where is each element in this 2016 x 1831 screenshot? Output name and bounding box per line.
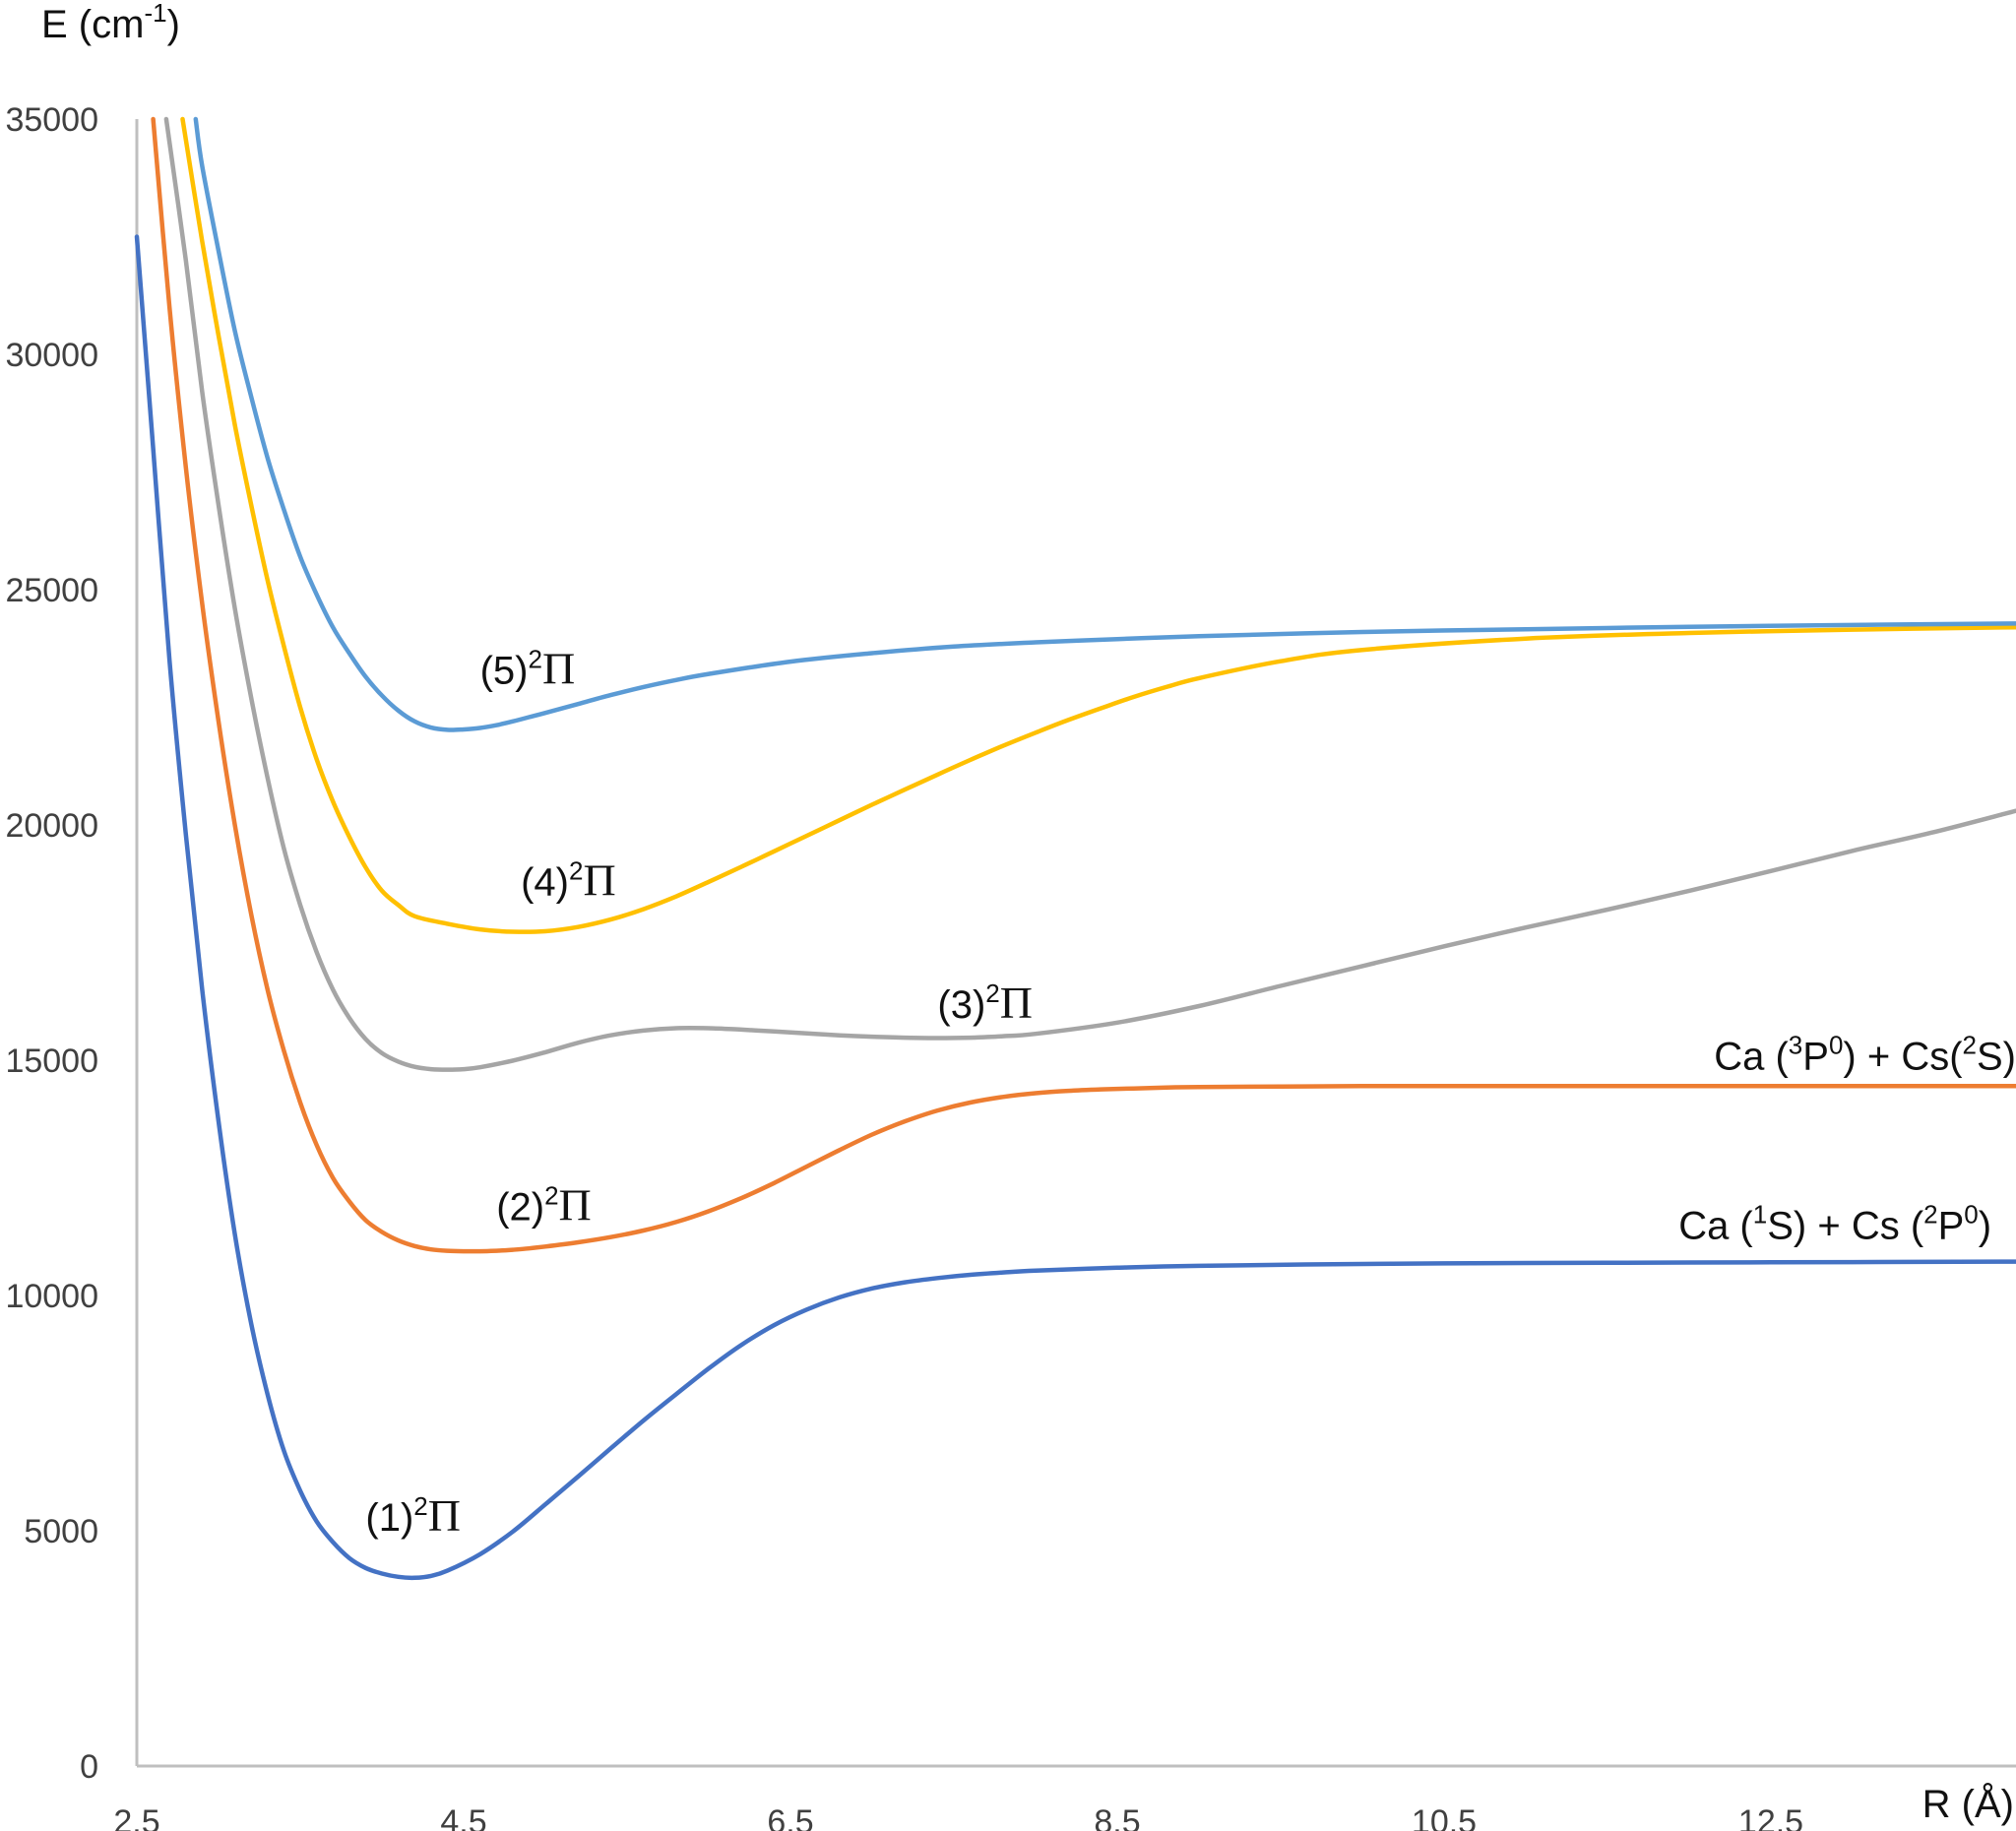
x-tick-label: 12.5 [1738, 1803, 1803, 1831]
x-axis-title: R (Å) [1922, 1782, 2014, 1826]
series-label-1: (1)2Π [365, 1490, 461, 1541]
x-tick-label: 4.5 [440, 1803, 486, 1831]
y-tick-label: 20000 [5, 807, 98, 845]
x-tick-label: 8.5 [1094, 1803, 1140, 1831]
y-tick-label: 30000 [5, 337, 98, 374]
series-label-3: (3)2Π [937, 978, 1033, 1028]
x-tick-label: 6.5 [767, 1803, 813, 1831]
y-tick-label: 35000 [5, 101, 98, 139]
series-label-5: (5)2Π [480, 644, 576, 694]
series-label-2: (2)2Π [496, 1180, 592, 1231]
x-tick-label: 2.5 [113, 1803, 159, 1831]
y-tick-label: 0 [80, 1748, 98, 1786]
asymptote-label-2: Ca (1S) + Cs (2P0) [1678, 1200, 1991, 1248]
y-tick-label: 10000 [5, 1278, 98, 1315]
series-line-4 [180, 116, 2016, 934]
x-tick-label: 10.5 [1412, 1803, 1477, 1831]
axes [135, 119, 2016, 1768]
tick-labels: 0 5000 10000 15000 20000 25000 30000 35000 2.5 4.… [5, 101, 1803, 1831]
series-group [134, 116, 2016, 1581]
series-label-4: (4)2Π [521, 855, 616, 906]
y-axis-title: E (cm-1) [41, 0, 180, 46]
series-line-1 [134, 234, 2016, 1581]
series-line-3 [163, 116, 2016, 1072]
y-tick-label: 15000 [5, 1042, 98, 1080]
series-line-5 [193, 116, 2016, 732]
curve-labels: (1)2Π (2)2Π (3)2Π (4)2Π (5)2Π Ca (3P0) + Cs(2… [365, 644, 2016, 1541]
y-tick-label: 25000 [5, 572, 98, 609]
asymptote-label-1: Ca (3P0) + Cs(2S) [1714, 1031, 2016, 1079]
series-line-2 [151, 116, 2016, 1254]
y-tick-label: 5000 [24, 1513, 98, 1550]
